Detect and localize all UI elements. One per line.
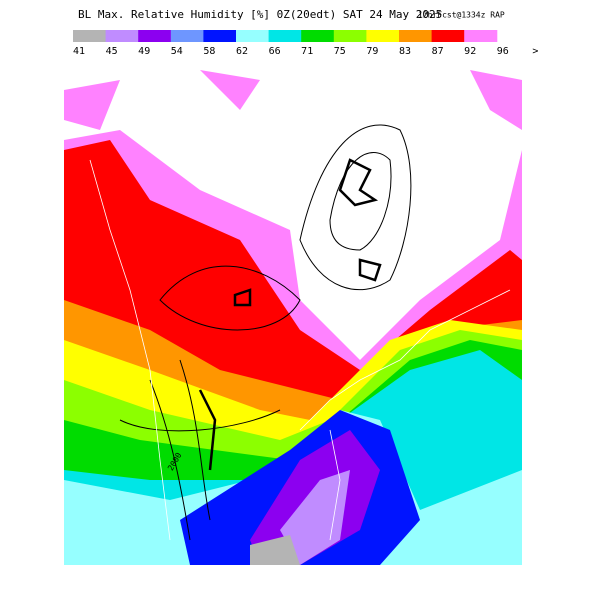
contours [119, 124, 412, 541]
legend: 41 45 49 54 58 62 66 71 75 79 83 87 92 96 > [73, 30, 538, 57]
legend-swatch [333, 30, 367, 42]
legend-label: 92 [464, 46, 476, 57]
legend-label: 66 [269, 46, 281, 57]
legend-swatch [301, 30, 335, 42]
legend-label: 96 [497, 46, 509, 57]
legend-swatch [138, 30, 172, 42]
legend-swatch [236, 30, 270, 42]
legend-label: 79 [366, 46, 378, 57]
legend-label: > [532, 46, 538, 57]
legend-label: 71 [301, 46, 313, 57]
legend-label: 58 [203, 46, 215, 57]
legend-swatch [105, 30, 139, 42]
legend-swatch [399, 30, 433, 42]
legend-label: 62 [236, 46, 248, 57]
subtitle: 12hrFcst@1334z RAP [418, 11, 505, 20]
legend-swatch [268, 30, 302, 42]
contours-bold [198, 158, 382, 471]
legend-label: 45 [106, 46, 118, 57]
humid-region [64, 70, 522, 130]
legend-swatch [366, 30, 400, 42]
state-borders [89, 159, 511, 541]
legend-swatch [170, 30, 204, 42]
legend-swatch [431, 30, 465, 42]
legend-label: 87 [432, 46, 444, 57]
legend-swatch [203, 30, 237, 42]
legend-swatch [464, 30, 498, 42]
title: BL Max. Relative Humidity [%] 0Z(20edt) … [78, 8, 442, 21]
dry-region [280, 470, 350, 565]
legend-label: 54 [171, 46, 183, 57]
legend-label: 41 [73, 46, 85, 57]
legend-swatch [73, 30, 107, 42]
legend-label: 83 [399, 46, 411, 57]
dry-region [250, 535, 300, 565]
legend-label: 75 [334, 46, 346, 57]
legend-label: 49 [138, 46, 150, 57]
map: 2000 [64, 60, 522, 565]
